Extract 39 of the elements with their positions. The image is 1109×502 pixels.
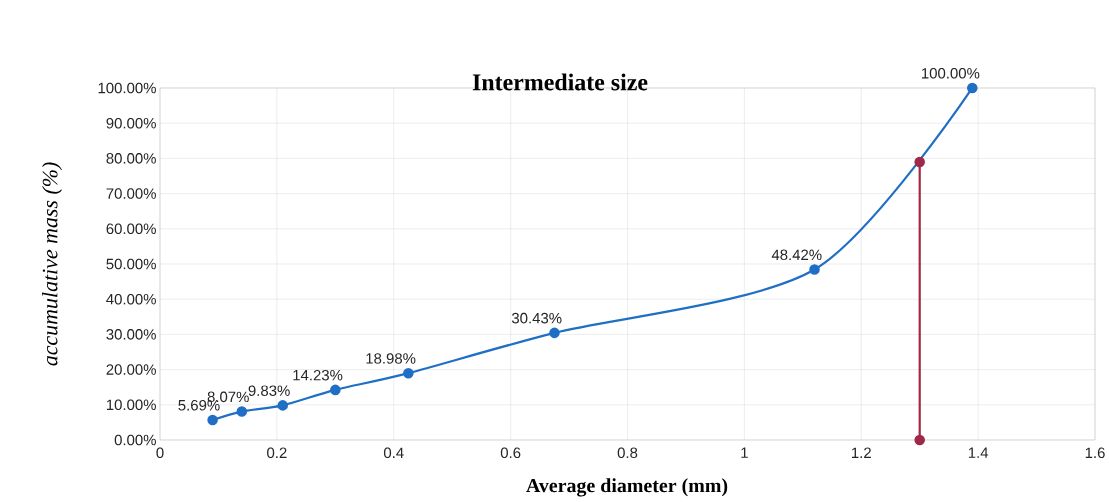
data-label: 9.83% xyxy=(248,385,290,396)
data-label: 100.00% xyxy=(922,67,980,79)
point xyxy=(967,82,978,94)
data-label: 48.42% xyxy=(771,249,822,261)
x-tick-label: 1.2 xyxy=(852,447,871,458)
point xyxy=(549,327,560,339)
point xyxy=(914,156,925,168)
x-tick-label: 1 xyxy=(741,447,748,458)
x-tick-label: 0.2 xyxy=(267,447,287,459)
point xyxy=(403,367,414,379)
point xyxy=(914,434,925,446)
y-tick-label: 20.00% xyxy=(106,364,156,375)
point xyxy=(236,406,248,417)
point xyxy=(330,384,341,396)
x-axis-title: Average diameter (mm) xyxy=(526,478,728,497)
y-tick-label: 70.00% xyxy=(106,188,156,199)
x-tick-label: 0.8 xyxy=(617,447,638,459)
chart-title: Intermediate size xyxy=(472,73,648,91)
data-label: 18.98% xyxy=(366,353,416,364)
x-tick-label: 0.6 xyxy=(500,447,521,459)
x-tick-label: 1.6 xyxy=(1085,447,1105,459)
data-label: 30.43% xyxy=(511,312,562,324)
y-tick-label: 30.00% xyxy=(106,329,156,340)
x-tick-label: 0.4 xyxy=(383,447,404,459)
x-tick-label: 0 xyxy=(156,447,164,459)
y-tick-label: 80.00% xyxy=(106,153,156,164)
y-axis-title: accumulative mass (%) xyxy=(42,162,62,366)
x-tick-label: 1.4 xyxy=(968,447,989,458)
y-tick-label: 40.00% xyxy=(106,293,156,305)
y-tick-label: 0.00% xyxy=(114,434,156,446)
data-label: 14.23% xyxy=(293,369,343,381)
y-tick-label: 90.00% xyxy=(106,117,156,129)
point xyxy=(277,400,289,411)
point xyxy=(207,414,218,426)
y-tick-label: 60.00% xyxy=(106,223,156,235)
y-tick-label: 10.00% xyxy=(106,399,156,411)
y-tick-label: 100.00% xyxy=(98,82,156,94)
point xyxy=(809,264,820,275)
y-tick-label: 50.00% xyxy=(106,258,156,270)
